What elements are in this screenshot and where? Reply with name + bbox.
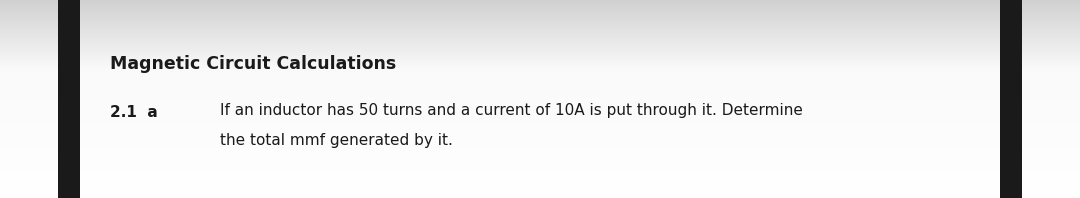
Text: the total mmf generated by it.: the total mmf generated by it. [220, 133, 453, 148]
Bar [1000, 0, 1022, 198]
Text: If an inductor has 50 turns and a current of 10A is put through it. Determine: If an inductor has 50 turns and a curren… [220, 103, 802, 118]
Text: Magnetic Circuit Calculations: Magnetic Circuit Calculations [110, 55, 396, 73]
Bar [58, 0, 80, 198]
Text: 2.1  a: 2.1 a [110, 105, 158, 120]
